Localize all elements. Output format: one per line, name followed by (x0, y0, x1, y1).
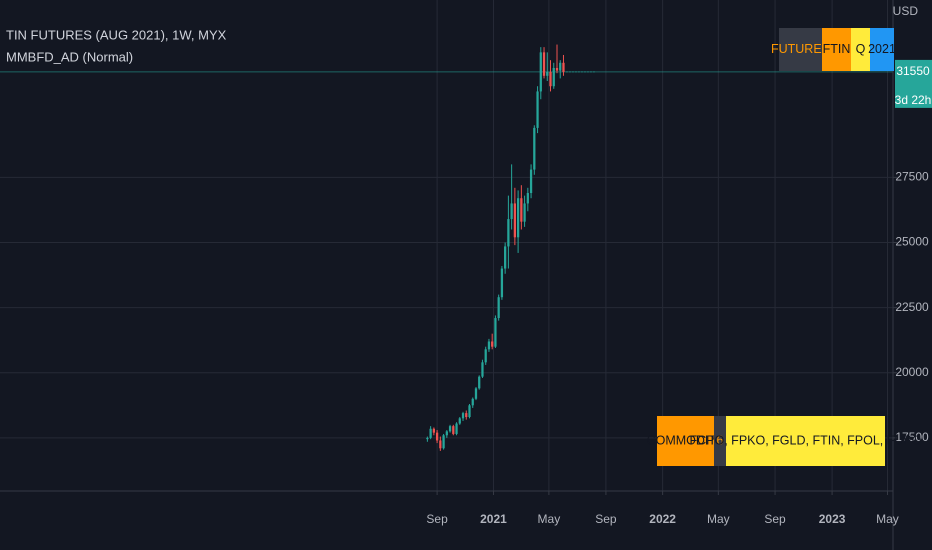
candle-body (510, 203, 513, 220)
candle-body (426, 437, 429, 440)
table-cell (822, 28, 851, 71)
x-tick-label: May (707, 512, 730, 526)
candle-body (516, 198, 520, 238)
candle-body (529, 169, 533, 194)
y-tick-label: 22500 (895, 300, 929, 314)
candle-body (507, 219, 510, 247)
x-tick-label: May (538, 512, 561, 526)
candle-body (484, 349, 487, 363)
candle-body (542, 52, 546, 76)
candle-body (555, 67, 559, 71)
candle-body (491, 341, 494, 347)
table-cell (870, 28, 894, 71)
candle-body (432, 428, 435, 433)
candle-body (487, 341, 491, 350)
candle-body (497, 297, 500, 319)
table-cell-text: FUTURES (771, 42, 830, 56)
candle-body (546, 71, 549, 76)
candle-body (478, 376, 481, 389)
chart-title: TIN FUTURES (AUG 2021), 1W, MYX (6, 27, 227, 42)
table-cell-text: 2021 (868, 42, 896, 56)
candle-body (439, 440, 442, 449)
candle-body (520, 198, 523, 222)
candle-body (458, 418, 461, 424)
table-cell (851, 28, 870, 71)
candle-body (533, 127, 536, 170)
candle-body (429, 428, 432, 438)
x-tick-label: 2023 (819, 512, 846, 526)
candle-body (494, 318, 497, 347)
x-tick-label: Sep (764, 512, 786, 526)
table-cell (714, 416, 726, 466)
candle-body (445, 431, 448, 436)
table-cell (779, 28, 822, 71)
candle-body (452, 426, 455, 434)
x-tick-label: Sep (426, 512, 448, 526)
candle-body (481, 362, 484, 377)
candle-body (461, 413, 465, 419)
candle-body (504, 246, 507, 269)
currency: USD (893, 4, 919, 18)
x-tick-label: 2021 (480, 512, 507, 526)
candle-body (448, 426, 452, 432)
candle-body (523, 203, 526, 222)
y-tick-label: 20000 (895, 365, 929, 379)
candle-body (562, 62, 565, 72)
candle-body (474, 388, 478, 399)
candle-body (526, 193, 529, 204)
table-cell-text: FCPO, FPKO, FGLD, FTIN, FPOL, FUPO (690, 433, 922, 447)
candle-body (559, 62, 562, 71)
price-label: 31550 (896, 64, 930, 78)
candle-body (539, 52, 542, 92)
table-cell-text: Q (856, 42, 866, 56)
table-cell-text: 6 (717, 433, 724, 447)
table-cell (726, 416, 885, 466)
table-cell (657, 416, 714, 466)
candle-body (552, 67, 555, 87)
candle-body (536, 91, 539, 128)
y-tick-label: 27500 (895, 170, 929, 184)
candle-body (442, 435, 445, 449)
candle-body (468, 405, 471, 418)
y-tick-label: 25000 (895, 235, 929, 249)
x-tick-label: 2022 (649, 512, 676, 526)
countdown: 3d 22h (895, 93, 932, 107)
indicator-name: MMBFD_AD (Normal) (6, 49, 133, 64)
price-label-box (895, 59, 932, 108)
candle-body (549, 71, 552, 87)
x-tick-label: Sep (595, 512, 617, 526)
table-cell-text: COMMODITY (647, 433, 725, 447)
candle-body (455, 423, 458, 434)
candle-body (500, 268, 504, 298)
plot-area (0, 0, 893, 491)
y-tick-label: 17500 (895, 430, 929, 444)
x-tick-label: May (876, 512, 899, 526)
candle-body (471, 398, 474, 406)
table-cell-text: FTIN (823, 42, 851, 56)
candle-body (465, 413, 468, 418)
candle-body (513, 203, 517, 238)
candle-body (435, 432, 439, 441)
